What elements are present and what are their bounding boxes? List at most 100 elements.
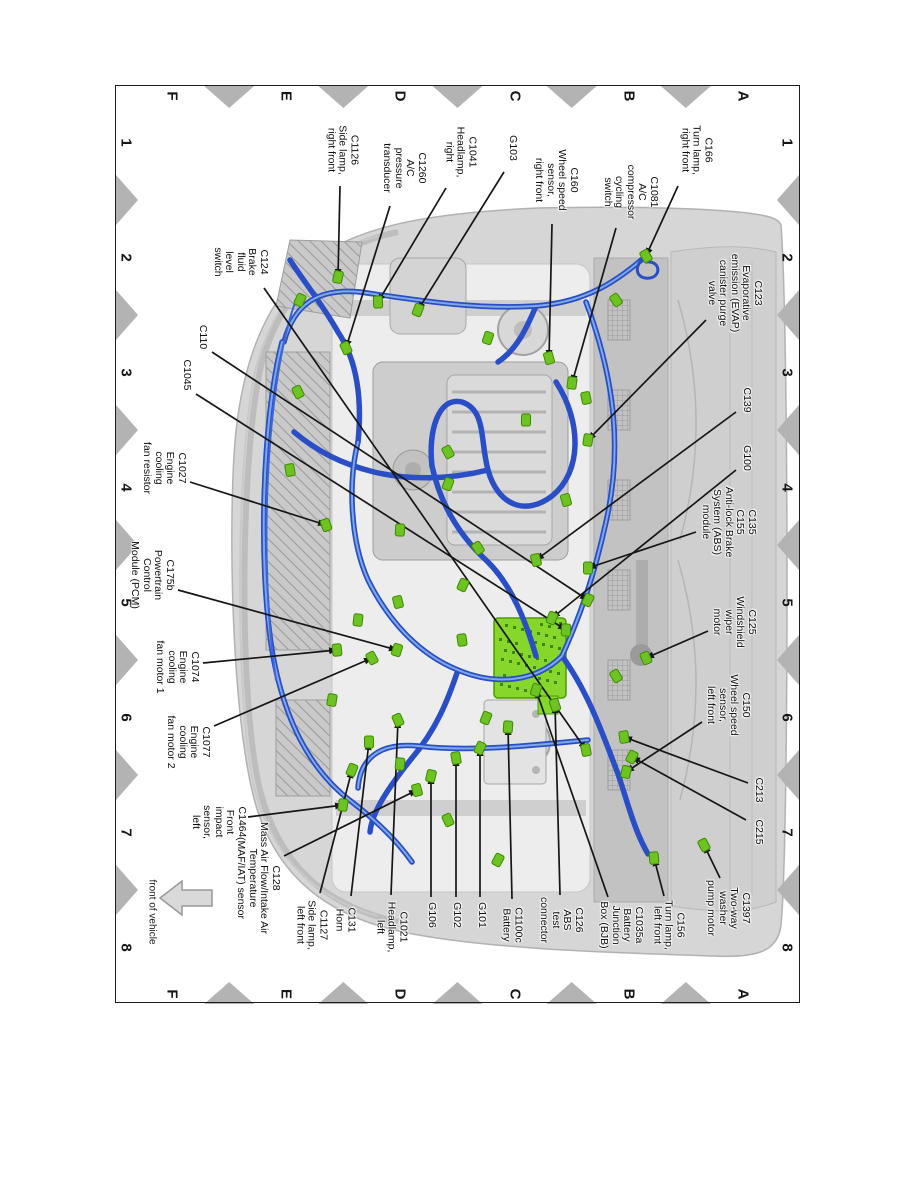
boundary-triangle (777, 865, 799, 915)
leader-line (195, 393, 567, 631)
callout-C125: C125 Windshield wiper motor (711, 596, 759, 648)
leader-line (631, 756, 747, 821)
leader-line (377, 187, 447, 303)
grid-ref-col: 6 (778, 713, 796, 722)
harness-connector (502, 720, 514, 734)
boundary-triangle (116, 635, 138, 685)
leader-line (535, 411, 737, 561)
callout-C126: C126 ABS test connector (538, 896, 586, 944)
front-of-vehicle-arrow (158, 879, 213, 917)
harness-connector (639, 248, 653, 264)
grid-ref-col: 4 (117, 483, 135, 492)
callout-C1035a: C1035a Battery Junction Box (BJB) (598, 901, 646, 949)
callout-C1074: C1074 Engine cooling fan motor 1 (154, 640, 202, 694)
boundary-triangle (777, 750, 799, 800)
callout-C1260: C1260 A/C pressure transducer (381, 143, 429, 193)
harness-connector (293, 292, 307, 308)
harness-connector (456, 577, 470, 593)
leader-line (545, 223, 553, 359)
grid-ref-row: B (620, 988, 638, 1000)
callout-C1045: C1045 (180, 359, 193, 391)
harness-connector (559, 492, 573, 508)
boundary-triangle (432, 982, 483, 1004)
grid-ref-col: 1 (117, 138, 135, 147)
harness-connector (697, 837, 711, 853)
callout-C110: C110 (196, 324, 209, 350)
callout-C131: C131 Horn (334, 907, 358, 933)
leader-line (587, 319, 707, 441)
grid-triangles (116, 86, 799, 1004)
harness-connector (545, 610, 559, 626)
harness-connector (284, 463, 296, 477)
leader-line (551, 469, 737, 619)
callout-C156: C156 Turn lamp, left front (651, 900, 687, 950)
harness-connector (542, 350, 556, 366)
callout-C215: C215 (752, 819, 765, 845)
callout-C135-C155: C135 C155 Anti-lock Brake System (ABS) modul… (699, 486, 758, 558)
callout-G100: G100 (740, 445, 753, 471)
grid-ref-row: B (620, 90, 638, 102)
harness-connector (481, 330, 495, 346)
leader-line (570, 227, 617, 384)
callout-C166: C166 Turn lamp, right front (679, 125, 715, 175)
grid-ref-col: 2 (778, 253, 796, 262)
boundary-triangle (777, 405, 799, 455)
grid-ref-col: 1 (778, 138, 796, 147)
harness-connector (580, 391, 592, 405)
boundary-triangle (777, 290, 799, 340)
callout-C1021: C1021 Headlamp, left (374, 901, 410, 953)
harness-connector (411, 302, 425, 318)
harness-connector (648, 851, 660, 865)
grid-ref-col: 4 (778, 483, 796, 492)
wiring-harness (260, 253, 660, 865)
pigtail-loop (635, 254, 660, 280)
boundary-triangle (777, 635, 799, 685)
leader-line (623, 736, 749, 784)
callout-C1041: C1041 Headlamp, right (443, 126, 479, 178)
leader-line (319, 769, 354, 894)
callout-C128: C128 Mass Air Flow/Intake Air Temperature(… (235, 821, 283, 935)
callout-C213: C213 (752, 777, 765, 803)
leader-line (645, 630, 709, 659)
boundary-triangle (116, 290, 138, 340)
harness-connector (425, 769, 437, 783)
callout-G106: G106 (425, 902, 438, 928)
grid-ref-col: 6 (117, 713, 135, 722)
leader-line (211, 351, 589, 601)
harness-connector (566, 376, 578, 390)
boundary-triangle (204, 982, 255, 1004)
grid-ref-col: 2 (117, 253, 135, 262)
grid-ref-col: 3 (117, 368, 135, 377)
harness-connector (609, 668, 623, 684)
callout-G103: G103 (506, 135, 519, 161)
callout-C150: C150 Wheel speed sensor, left front (705, 674, 753, 736)
leader-line (645, 185, 679, 257)
harness-connector (456, 633, 468, 647)
boundary-triangle (116, 750, 138, 800)
grid-ref-col: 5 (778, 598, 796, 607)
leader-line (189, 481, 327, 526)
callout-G102: G102 (450, 902, 463, 928)
harness-connector (618, 730, 630, 744)
boundary-triangle (318, 86, 369, 108)
harness-connector (411, 782, 423, 798)
harness-connector (441, 476, 455, 492)
callout-C123: C123 Evaporative emission (EVAP) canister p… (705, 253, 764, 333)
harness-connector (345, 762, 359, 778)
harness-connector (332, 270, 344, 284)
callout-C160: C160 Wheel speed sensor, right front (533, 149, 581, 211)
callout-C124: C124 Brake fluid level switch (211, 247, 270, 277)
grid-ref-row: F (163, 91, 181, 101)
leader-line (350, 741, 372, 897)
boundary-triangle (116, 520, 138, 570)
harness-connector (580, 743, 592, 757)
wiper-linkage (636, 560, 648, 650)
harness-connector (491, 852, 505, 868)
grid-ref-row: D (391, 988, 409, 1000)
grid-ref-row: A (734, 988, 752, 1000)
harness-connector (326, 693, 338, 707)
harness-connector (582, 433, 594, 447)
boundary-triangle (777, 520, 799, 570)
harness-connector (352, 613, 364, 627)
